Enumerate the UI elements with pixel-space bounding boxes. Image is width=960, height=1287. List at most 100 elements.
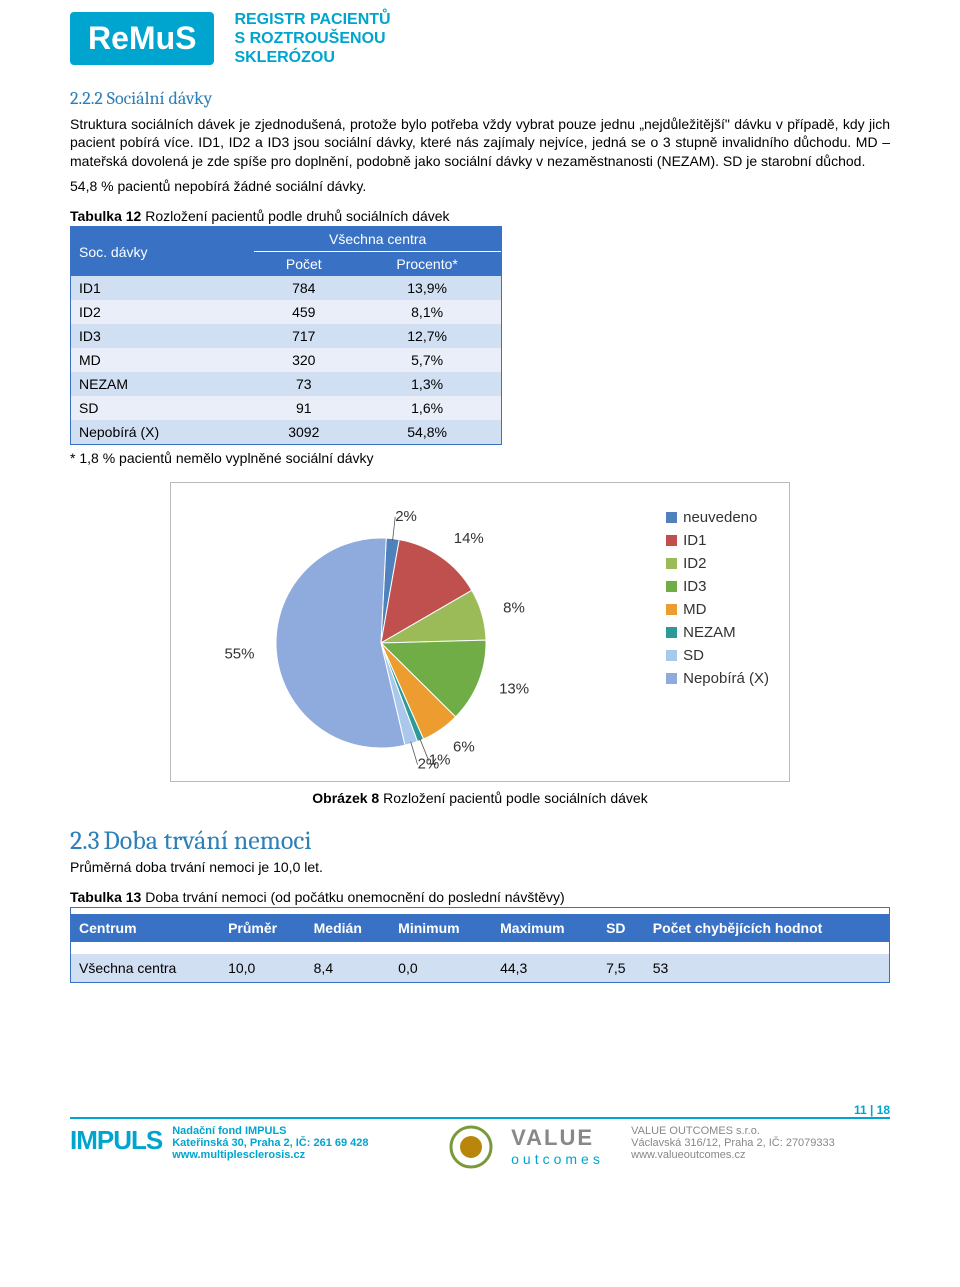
pie-label: 14% [454,530,484,547]
table-note: * 1,8 % pacientů nemělo vyplněné sociáln… [70,450,890,466]
table-row: ID371712,7% [71,324,501,348]
table-cell: Všechna centra [71,954,220,982]
cell-label: ID3 [71,324,254,348]
footer-link[interactable]: www.valueoutcomes.cz [631,1149,890,1161]
table-row: SD911,6% [71,396,501,420]
caption-text: Doba trvání nemoci (od počátku onemocněn… [141,889,564,905]
table-header: Centrum [71,914,220,942]
table-header-corner: Soc. dávky [71,227,254,276]
caption-label: Obrázek 8 [312,790,379,806]
legend-item: ID2 [666,555,769,572]
cell-label: NEZAM [71,372,254,396]
pie-label: 2% [418,756,440,773]
legend-swatch-icon [666,558,677,569]
legend-text: neuvedeno [683,509,757,526]
table-cell: 8,4 [306,954,391,982]
table-row: Nepobírá (X)309254,8% [71,420,501,444]
paragraph: 54,8 % pacientů nepobírá žádné sociální … [70,177,890,196]
cell-label: MD [71,348,254,372]
table-cell: 44,3 [492,954,598,982]
cell-label: ID1 [71,276,254,300]
section-title: Doba trvání nemoci [104,826,312,856]
legend-item: ID1 [666,532,769,549]
legend-item: ID3 [666,578,769,595]
section-heading: 2.2.2 Sociální dávky [70,88,890,109]
vo-logo-icon: VALUE [511,1125,621,1151]
table13: CentrumPrůměrMediánMinimumMaximumSDPočet… [70,907,890,983]
paragraph: Průměrná doba trvání nemoci je 10,0 let. [70,858,890,877]
legend-swatch-icon [666,673,677,684]
legend-text: NEZAM [683,624,736,641]
footer-link[interactable]: www.multiplesclerosis.cz [172,1149,431,1161]
legend-swatch-icon [666,627,677,638]
legend-swatch-icon [666,581,677,592]
remus-logo: ReMuS [70,12,214,65]
pie-label: 13% [499,681,529,698]
table-row: ID24598,1% [71,300,501,324]
table-cell: 10,0 [220,954,306,982]
pie-svg: 2%14%8%13%6%1%2%55% [181,493,601,773]
table-cell: 7,5 [598,954,645,982]
table-caption: Tabulka 12 Rozložení pacientů podle druh… [70,208,890,224]
caption-text: Rozložení pacientů podle druhů sociálníc… [141,208,449,224]
pie-label: 2% [395,508,417,525]
cell-label: SD [71,396,254,420]
cell-pct: 1,3% [353,372,501,396]
legend-text: ID1 [683,532,706,549]
table-header: Maximum [492,914,598,942]
cell-count: 784 [254,276,353,300]
legend-item: SD [666,647,769,664]
table-caption: Tabulka 13 Doba trvání nemoci (od počátk… [70,889,890,905]
caption-label: Tabulka 13 [70,889,141,905]
cell-count: 73 [254,372,353,396]
table-header: Minimum [390,914,492,942]
legend-text: Nepobírá (X) [683,670,769,687]
caption-text: Rozložení pacientů podle sociálních dáve… [379,790,648,806]
section-number: 2.2.2 [70,88,103,109]
cell-pct: 12,7% [353,324,501,348]
table-header: SD [598,914,645,942]
legend-text: SD [683,647,704,664]
table-header: Medián [306,914,391,942]
cell-pct: 13,9% [353,276,501,300]
table-row: NEZAM731,3% [71,372,501,396]
subtitle-line: S ROZTROUŠENOU [234,29,390,48]
footer-line: Kateřinská 30, Praha 2, IČ: 261 69 428 [172,1137,431,1149]
cell-count: 91 [254,396,353,420]
cell-pct: 1,6% [353,396,501,420]
impuls-logo-icon: IMPULS [70,1125,162,1156]
legend-swatch-icon [666,535,677,546]
cell-count: 3092 [254,420,353,444]
table-header-group: Všechna centra [254,227,501,252]
legend-swatch-icon [666,650,677,661]
legend-text: ID2 [683,555,706,572]
legend-swatch-icon [666,604,677,615]
page-header: ReMuS REGISTR PACIENTŮ S ROZTROUŠENOU SK… [70,0,890,88]
pie-label: 8% [503,599,525,616]
cell-label: Nepobírá (X) [71,420,254,444]
subtitle-line: SKLERÓZOU [234,48,390,67]
table-header: Průměr [220,914,306,942]
paragraph: Struktura sociálních dávek je zjednoduše… [70,115,890,172]
cell-label: ID2 [71,300,254,324]
table-header: Počet chybějících hodnot [645,914,889,942]
table-cell: 53 [645,954,889,982]
legend-item: neuvedeno [666,509,769,526]
legend-text: MD [683,601,706,618]
table12: Soc. dávky Všechna centra Počet Procento… [70,226,502,445]
legend-swatch-icon [666,512,677,523]
remus-subtitle: REGISTR PACIENTŮ S ROZTROUŠENOU SKLERÓZO… [234,10,390,68]
cell-count: 717 [254,324,353,348]
footer-line: Nadační fond IMPULS [172,1125,431,1137]
footer-line: VALUE OUTCOMES s.r.o. [631,1125,890,1137]
cell-pct: 5,7% [353,348,501,372]
pie-label: 6% [453,739,475,756]
page-footer: IMPULS Nadační fond IMPULS Kateřinská 30… [70,1117,890,1172]
table-row: MD3205,7% [71,348,501,372]
table-header: Počet [254,252,353,277]
legend-item: NEZAM [666,624,769,641]
cell-count: 320 [254,348,353,372]
legend-text: ID3 [683,578,706,595]
table-row: ID178413,9% [71,276,501,300]
pie-label: 55% [224,646,254,663]
